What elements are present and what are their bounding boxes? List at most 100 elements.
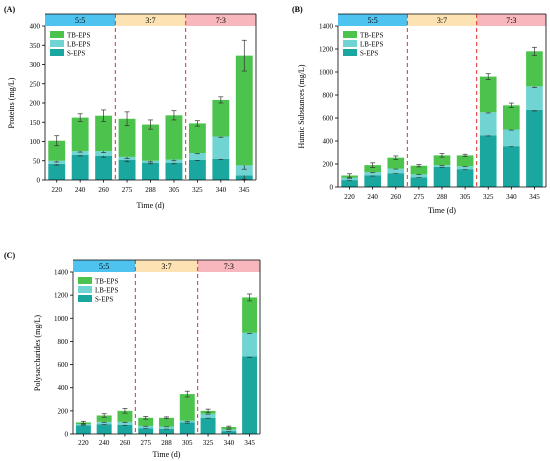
bar-lb-eps [242, 332, 258, 357]
bar-s-eps [433, 166, 451, 187]
bar-lb-eps [387, 168, 405, 174]
x-tick-label: 325 [203, 439, 214, 447]
legend-swatch [343, 40, 357, 47]
legend-swatch [78, 286, 92, 293]
y-tick-label: 50 [33, 157, 41, 165]
ratio-band [115, 14, 186, 26]
ratio-label: 5:5 [99, 262, 109, 271]
x-tick-label: 288 [145, 186, 156, 194]
panel-label: (A) [4, 5, 15, 14]
bar-tb-eps [188, 123, 206, 154]
x-tick-label: 260 [98, 186, 109, 194]
bar-tb-eps [95, 115, 113, 152]
legend-swatch [78, 277, 92, 284]
x-tick-label: 340 [224, 439, 235, 447]
ratio-band [476, 14, 546, 26]
x-tick-label: 240 [75, 186, 86, 194]
panel-label: (C) [4, 251, 15, 260]
x-tick-label: 220 [51, 186, 62, 194]
legend-swatch [50, 40, 64, 47]
x-tick-label: 240 [367, 193, 378, 201]
x-axis-label: Time (d) [428, 206, 456, 215]
y-tick-label: 1400 [54, 269, 69, 277]
bar-tb-eps [165, 115, 183, 160]
legend-swatch [50, 49, 64, 56]
bar-tb-eps [48, 140, 66, 161]
bar-lb-eps [117, 421, 133, 425]
y-tick-label: 1000 [319, 69, 334, 77]
x-tick-label: 288 [437, 193, 448, 201]
y-tick-label: 400 [58, 384, 69, 392]
ratio-band [407, 14, 477, 26]
x-tick-label: 220 [344, 193, 355, 201]
bar-tb-eps [364, 165, 381, 173]
legend-label: TB-EPS [95, 278, 118, 286]
bar-s-eps [95, 155, 113, 180]
bar-lb-eps [341, 177, 358, 181]
bar-s-eps [526, 109, 543, 187]
bar-s-eps [212, 158, 230, 180]
bar-lb-eps [95, 151, 113, 156]
bar-tb-eps [410, 165, 428, 175]
legend-swatch [78, 295, 92, 302]
panel-label: (B) [292, 5, 303, 14]
y-tick-label: 250 [30, 80, 41, 88]
x-tick-label: 325 [192, 186, 203, 194]
x-tick-label: 260 [120, 439, 131, 447]
bar-lb-eps [503, 129, 520, 147]
x-tick-label: 275 [414, 193, 425, 201]
x-tick-label: 260 [391, 193, 402, 201]
bar-lb-eps [235, 165, 253, 176]
x-tick-label: 275 [140, 439, 151, 447]
y-tick-label: 800 [323, 92, 334, 100]
bar-lb-eps [212, 136, 230, 159]
bar-lb-eps [456, 166, 474, 170]
bar-tb-eps [96, 415, 112, 422]
ratio-label: 5:5 [75, 16, 85, 25]
bar-s-eps [159, 428, 174, 434]
legend-swatch [343, 31, 357, 38]
y-tick-label: 350 [30, 42, 41, 50]
y-tick-label: 200 [58, 407, 69, 415]
x-tick-label: 345 [239, 186, 250, 194]
bar-s-eps [71, 154, 89, 180]
bar-tb-eps [456, 155, 474, 167]
bar-lb-eps [364, 172, 381, 176]
x-tick-label: 305 [169, 186, 180, 194]
ratio-band [338, 14, 408, 26]
bar-tb-eps [387, 157, 405, 169]
bar-lb-eps [138, 425, 154, 429]
bar-lb-eps [433, 165, 451, 167]
legend-label: TB-EPS [67, 32, 90, 40]
ratio-label: 7:3 [224, 262, 234, 271]
y-tick-label: 200 [30, 100, 41, 108]
ratio-band [135, 260, 198, 272]
bar-tb-eps [212, 99, 230, 137]
legend-label: TB-EPS [360, 32, 383, 40]
y-tick-label: 800 [58, 338, 69, 346]
bar-s-eps [142, 162, 159, 180]
bar-tb-eps [179, 394, 195, 421]
ratio-label: 7:3 [216, 16, 226, 25]
x-tick-label: 340 [506, 193, 517, 201]
bar-tb-eps [71, 117, 89, 152]
ratio-label: 3:7 [437, 16, 447, 25]
ratio-band [73, 260, 136, 272]
bar-tb-eps [242, 297, 258, 333]
bar-tb-eps [138, 417, 154, 426]
ratio-band [185, 14, 256, 26]
x-tick-label: 305 [460, 193, 471, 201]
bar-tb-eps [526, 51, 543, 87]
y-tick-label: 400 [323, 138, 334, 146]
bar-s-eps [387, 173, 405, 187]
bar-s-eps [188, 159, 206, 180]
bar-s-eps [138, 428, 154, 434]
bar-s-eps [242, 356, 258, 434]
x-axis-label: Time (d) [153, 450, 181, 459]
bar-tb-eps [117, 410, 133, 422]
bar-lb-eps [159, 426, 174, 429]
legend-swatch [50, 31, 64, 38]
bar-lb-eps [479, 112, 497, 136]
bar-s-eps [341, 180, 358, 187]
